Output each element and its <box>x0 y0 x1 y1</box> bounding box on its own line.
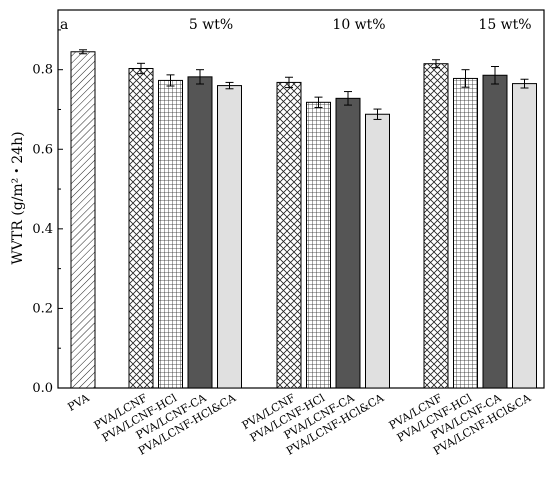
bar-pva-lcnf-hcl-5wt <box>158 79 183 389</box>
bar-pva-lcnf-hcl-ca-10wt <box>365 113 390 389</box>
bar-pva-lcnf-5wt <box>128 67 154 389</box>
panel-label: a <box>60 17 68 33</box>
bar-pva-lcnf-hcl-15wt <box>453 77 478 389</box>
y-tick-label: 0.6 <box>32 142 53 157</box>
y-tick-label: 0.8 <box>32 63 53 78</box>
bar-pva-lcnf-ca-10wt <box>335 97 361 389</box>
y-tick-label: 0.2 <box>32 301 53 316</box>
bar-pva-lcnf-10wt <box>276 81 302 389</box>
category-label: PVA <box>65 391 92 414</box>
bar-pva-lcnf-hcl-10wt <box>306 101 331 389</box>
group-label: 15 wt% <box>478 17 531 33</box>
y-tick-label: 0.4 <box>32 222 53 237</box>
bar-pva-lcnf-hcl-ca-15wt <box>512 83 537 389</box>
y-axis-label: WVTR (g/m²・24h) <box>10 131 26 264</box>
bar-pva <box>70 51 96 389</box>
y-tick-label: 0.0 <box>32 381 53 396</box>
group-label: 5 wt% <box>189 17 233 33</box>
bar-pva-lcnf-ca-15wt <box>482 74 508 389</box>
group-label: 10 wt% <box>332 17 385 33</box>
bar-pva-lcnf-15wt <box>423 63 449 389</box>
bar-pva-lcnf-ca-5wt <box>187 76 213 389</box>
bar-pva-lcnf-hcl-ca-5wt <box>217 85 242 389</box>
